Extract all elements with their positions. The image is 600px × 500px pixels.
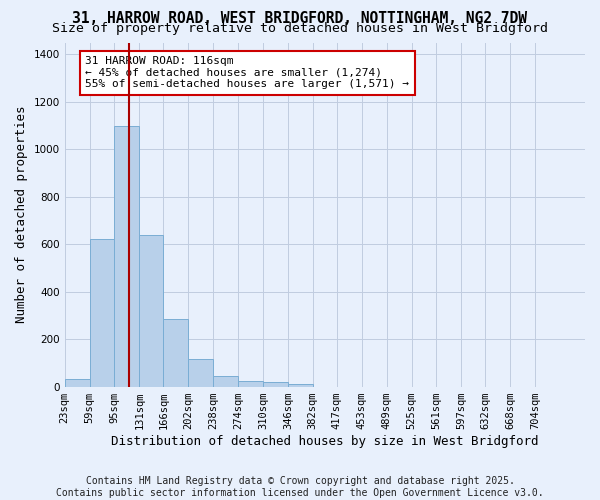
Text: 31 HARROW ROAD: 116sqm
← 45% of detached houses are smaller (1,274)
55% of semi-: 31 HARROW ROAD: 116sqm ← 45% of detached… bbox=[85, 56, 409, 90]
Bar bbox=[263, 382, 288, 386]
Bar bbox=[115, 126, 139, 386]
Bar bbox=[238, 380, 263, 386]
X-axis label: Distribution of detached houses by size in West Bridgford: Distribution of detached houses by size … bbox=[111, 434, 539, 448]
Bar bbox=[139, 234, 163, 386]
Text: 31, HARROW ROAD, WEST BRIDGFORD, NOTTINGHAM, NG2 7DW: 31, HARROW ROAD, WEST BRIDGFORD, NOTTING… bbox=[73, 11, 527, 26]
Text: Contains HM Land Registry data © Crown copyright and database right 2025.
Contai: Contains HM Land Registry data © Crown c… bbox=[56, 476, 544, 498]
Bar bbox=[89, 240, 115, 386]
Bar bbox=[213, 376, 238, 386]
Bar bbox=[188, 360, 213, 386]
Text: Size of property relative to detached houses in West Bridgford: Size of property relative to detached ho… bbox=[52, 22, 548, 35]
Bar bbox=[65, 380, 89, 386]
Y-axis label: Number of detached properties: Number of detached properties bbox=[15, 106, 28, 324]
Bar bbox=[288, 384, 313, 386]
Bar bbox=[163, 319, 188, 386]
